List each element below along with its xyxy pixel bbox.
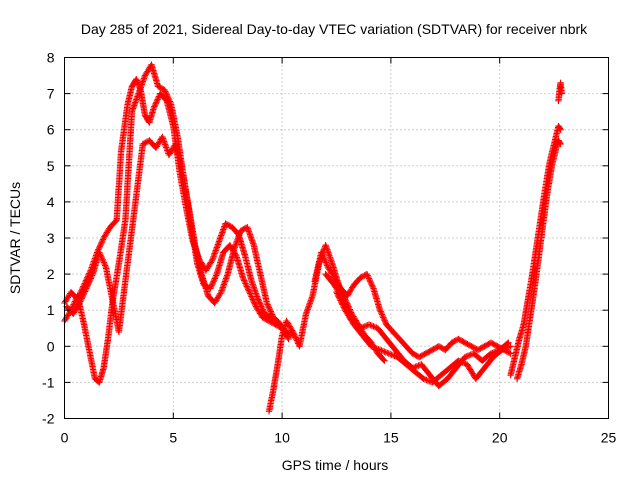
y-tick-label: 5	[47, 158, 55, 174]
y-tick-labels: -2 -1 0 1 2 3 4 5 6 7 8	[42, 50, 55, 427]
y-tick-label: 0	[47, 338, 55, 354]
x-tick-label: 20	[492, 430, 508, 446]
series-track-b	[61, 61, 292, 386]
plus-marker	[507, 122, 564, 379]
plus-marker	[311, 249, 514, 361]
x-tick-label: 15	[383, 430, 399, 446]
y-tick-label: -2	[42, 411, 55, 427]
x-tick-label: 10	[274, 430, 290, 446]
y-tick-label: 6	[47, 122, 55, 138]
series-track-a	[61, 76, 297, 339]
y-tick-label: 8	[47, 50, 55, 66]
x-tick-labels: 0 5 10 15 20 25	[61, 430, 617, 446]
series-track-j	[555, 79, 565, 104]
series-track-e	[311, 249, 514, 361]
x-axis-label: GPS time / hours	[282, 457, 389, 473]
y-tick-label: 4	[47, 194, 55, 210]
plus-marker	[63, 133, 284, 336]
grid-lines	[64, 57, 609, 419]
x-tick-label: 5	[169, 430, 177, 446]
x-tick-label: 0	[61, 430, 69, 446]
y-axis-label: SDTVAR / TECUs	[7, 182, 23, 294]
y-tick-label: 2	[47, 266, 55, 282]
series-track-c	[63, 133, 284, 336]
y-tick-label: 1	[47, 302, 55, 318]
y-tick-label: -1	[42, 374, 55, 390]
plus-marker	[513, 137, 564, 382]
axis-ticks	[64, 57, 609, 419]
y-tick-label: 3	[47, 230, 55, 246]
plus-marker	[555, 79, 565, 104]
series-track-h	[507, 122, 564, 379]
y-tick-label: 7	[47, 86, 55, 102]
x-tick-label: 25	[601, 430, 617, 446]
chart-title: Day 285 of 2021, Sidereal Day-to-day VTE…	[81, 21, 588, 37]
series-track-i	[513, 137, 564, 382]
plus-marker	[61, 76, 297, 339]
plus-marker	[333, 288, 514, 386]
plus-marker	[61, 61, 292, 386]
series-track-g	[333, 288, 514, 386]
